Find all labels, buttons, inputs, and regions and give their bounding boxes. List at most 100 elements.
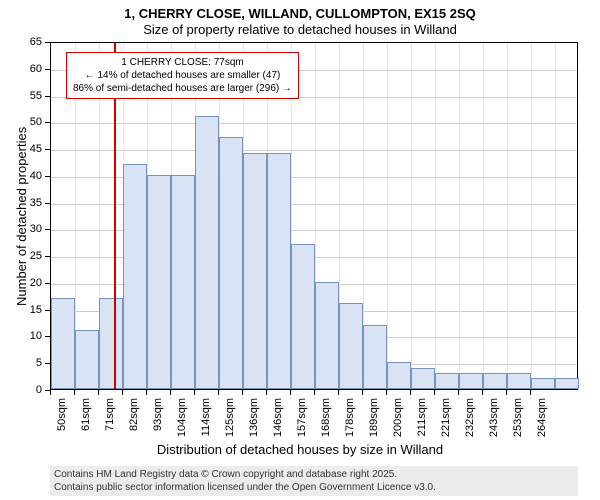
y-tick-mark (45, 203, 50, 204)
x-tick-label: 136sqm (248, 398, 260, 448)
x-tick-label: 93sqm (152, 398, 164, 448)
x-tick-label: 50sqm (56, 398, 68, 448)
y-tick-label: 25 (22, 250, 42, 262)
gridline-v (555, 43, 556, 389)
x-tick-label: 114sqm (200, 398, 212, 448)
x-tick-label: 82sqm (128, 398, 140, 448)
y-tick-label: 55 (22, 90, 42, 102)
x-tick-mark (194, 390, 195, 395)
x-tick-mark (98, 390, 99, 395)
histogram-bar (363, 325, 387, 389)
x-tick-label: 232sqm (464, 398, 476, 448)
annotation-line: 86% of semi-detached houses are larger (… (73, 82, 292, 95)
histogram-bar (171, 175, 195, 389)
y-tick-label: 10 (22, 330, 42, 342)
histogram-bar (99, 298, 123, 389)
histogram-bar (243, 153, 267, 389)
x-tick-label: 221sqm (440, 398, 452, 448)
y-tick-mark (45, 256, 50, 257)
x-tick-mark (434, 390, 435, 395)
histogram-bar (531, 378, 555, 389)
x-tick-label: 253sqm (512, 398, 524, 448)
y-tick-label: 5 (22, 357, 42, 369)
annotation-line: 1 CHERRY CLOSE: 77sqm (73, 56, 292, 69)
gridline-v (507, 43, 508, 389)
x-tick-mark (146, 390, 147, 395)
gridline-h (51, 123, 577, 124)
footer-line2: Contains public sector information licen… (54, 481, 574, 494)
gridline-v (483, 43, 484, 389)
x-tick-mark (290, 390, 291, 395)
x-tick-mark (410, 390, 411, 395)
y-tick-mark (45, 42, 50, 43)
histogram-bar (315, 282, 339, 389)
x-tick-mark (218, 390, 219, 395)
y-tick-mark (45, 229, 50, 230)
x-tick-mark (50, 390, 51, 395)
histogram-bar (339, 303, 363, 389)
x-tick-label: 211sqm (416, 398, 428, 448)
x-tick-label: 104sqm (176, 398, 188, 448)
x-tick-mark (530, 390, 531, 395)
histogram-bar (459, 373, 483, 389)
x-tick-label: 146sqm (272, 398, 284, 448)
histogram-bar (507, 373, 531, 389)
y-tick-label: 30 (22, 223, 42, 235)
y-tick-label: 15 (22, 304, 42, 316)
histogram-bar (219, 137, 243, 389)
footer-line1: Contains HM Land Registry data © Crown c… (54, 468, 574, 481)
x-tick-mark (266, 390, 267, 395)
x-tick-mark (122, 390, 123, 395)
x-tick-label: 125sqm (224, 398, 236, 448)
x-tick-mark (74, 390, 75, 395)
x-tick-label: 200sqm (392, 398, 404, 448)
x-tick-mark (458, 390, 459, 395)
histogram-bar (267, 153, 291, 389)
x-tick-mark (314, 390, 315, 395)
x-tick-mark (338, 390, 339, 395)
x-tick-label: 189sqm (368, 398, 380, 448)
histogram-bar (51, 298, 75, 389)
histogram-bar (195, 116, 219, 389)
y-tick-mark (45, 69, 50, 70)
gridline-h (51, 150, 577, 151)
histogram-bar (435, 373, 459, 389)
x-tick-label: 243sqm (488, 398, 500, 448)
gridline-v (411, 43, 412, 389)
y-tick-mark (45, 176, 50, 177)
histogram-bar (387, 362, 411, 389)
y-tick-label: 20 (22, 277, 42, 289)
y-tick-mark (45, 310, 50, 311)
gridline-v (387, 43, 388, 389)
x-tick-label: 61sqm (80, 398, 92, 448)
x-tick-label: 178sqm (344, 398, 356, 448)
histogram-bar (147, 175, 171, 389)
histogram-bar (555, 378, 579, 389)
y-tick-mark (45, 96, 50, 97)
y-tick-label: 50 (22, 116, 42, 128)
x-tick-mark (362, 390, 363, 395)
histogram-bar (123, 164, 147, 389)
y-tick-label: 60 (22, 63, 42, 75)
annotation-box: 1 CHERRY CLOSE: 77sqm← 14% of detached h… (66, 52, 299, 99)
y-tick-mark (45, 283, 50, 284)
y-tick-label: 35 (22, 197, 42, 209)
x-tick-label: 71sqm (104, 398, 116, 448)
histogram-bar (75, 330, 99, 389)
y-tick-mark (45, 149, 50, 150)
chart-container: 1, CHERRY CLOSE, WILLAND, CULLOMPTON, EX… (0, 0, 600, 500)
y-tick-mark (45, 363, 50, 364)
chart-title-line1: 1, CHERRY CLOSE, WILLAND, CULLOMPTON, EX… (0, 6, 600, 21)
x-tick-label: 168sqm (320, 398, 332, 448)
histogram-bar (291, 244, 315, 389)
chart-title-line2: Size of property relative to detached ho… (0, 22, 600, 37)
histogram-bar (411, 368, 435, 389)
histogram-bar (483, 373, 507, 389)
x-tick-label: 157sqm (296, 398, 308, 448)
x-tick-mark (506, 390, 507, 395)
gridline-v (435, 43, 436, 389)
gridline-v (531, 43, 532, 389)
y-tick-mark (45, 122, 50, 123)
y-tick-label: 45 (22, 143, 42, 155)
gridline-v (459, 43, 460, 389)
